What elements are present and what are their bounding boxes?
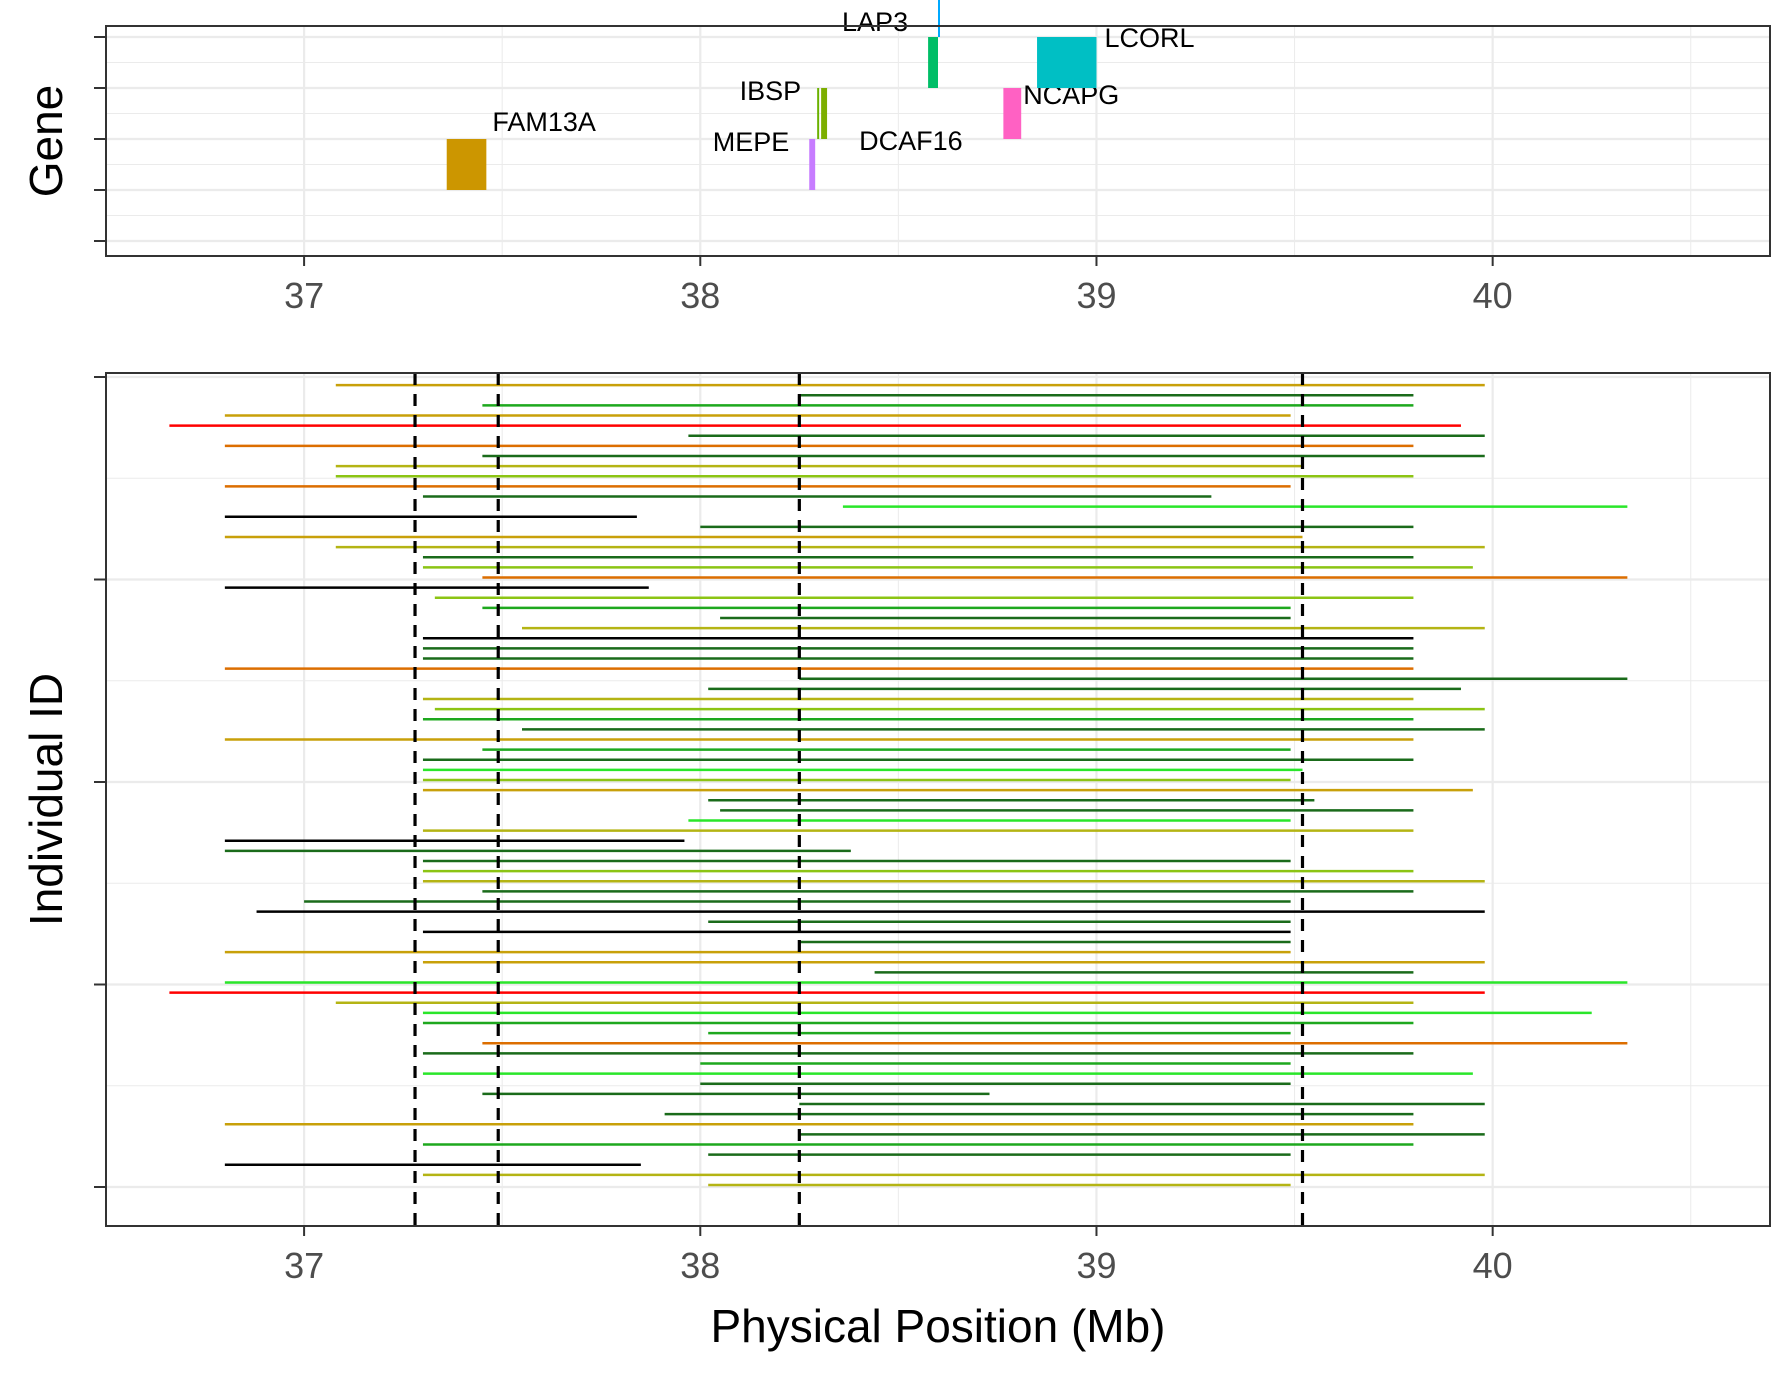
gene-panel-gridlines <box>105 26 1770 256</box>
gene-marks: FAM13AMEPEDCAF16IBSPLAP3MED28NCAPGLCORL <box>446 0 1195 190</box>
gene-panel-frame <box>105 25 1771 257</box>
gene-x-tick-label: 39 <box>1076 275 1116 316</box>
gene-label-mepe: MEPE <box>713 127 790 157</box>
gene-bar-fam13a <box>446 139 487 190</box>
gene-x-tick-label: 38 <box>680 275 720 316</box>
gene-bar-dcaf16 <box>817 88 820 139</box>
segments-y-axis-title: Individual ID <box>20 673 72 926</box>
segments-x-tick-label: 39 <box>1076 1245 1116 1286</box>
segments-x-tick-label: 38 <box>680 1245 720 1286</box>
segments-panel-frame <box>105 372 1771 1227</box>
gene-x-tick-label: 40 <box>1473 275 1513 316</box>
gene-bar-lap3 <box>928 37 938 88</box>
gene-x-tick-label: 37 <box>284 275 324 316</box>
gene-bar-med28 <box>938 0 940 37</box>
segments-panel-gridlines <box>105 373 1770 1226</box>
x-axis-title: Physical Position (Mb) <box>710 1300 1165 1352</box>
segments-panel-axes: 37 38 39 40 <box>94 376 1513 1286</box>
gene-label-dcaf16: DCAF16 <box>859 126 963 156</box>
segment-marks <box>169 383 1628 1187</box>
gene-bar-mepe <box>809 139 816 190</box>
segments-panel: 37 38 39 40 <box>94 372 1771 1286</box>
gene-track-panel: FAM13AMEPEDCAF16IBSPLAP3MED28NCAPGLCORL … <box>94 0 1771 316</box>
gene-y-axis-title: Gene <box>20 85 72 198</box>
gene-label-lcorl: LCORL <box>1104 23 1194 53</box>
gene-label-ibsp: IBSP <box>740 76 802 106</box>
gene-panel-axes: 37 38 39 40 <box>94 36 1513 316</box>
gene-bar-ncapg <box>1003 88 1022 139</box>
gene-bar-ibsp <box>821 88 828 139</box>
dashed-reference-lines <box>413 373 1305 1226</box>
gene-label-fam13a: FAM13A <box>492 107 596 137</box>
gene-label-lap3: LAP3 <box>842 7 908 37</box>
segments-x-tick-label: 37 <box>284 1245 324 1286</box>
segments-x-tick-label: 40 <box>1473 1245 1513 1286</box>
gene-bar-lcorl <box>1037 37 1097 88</box>
